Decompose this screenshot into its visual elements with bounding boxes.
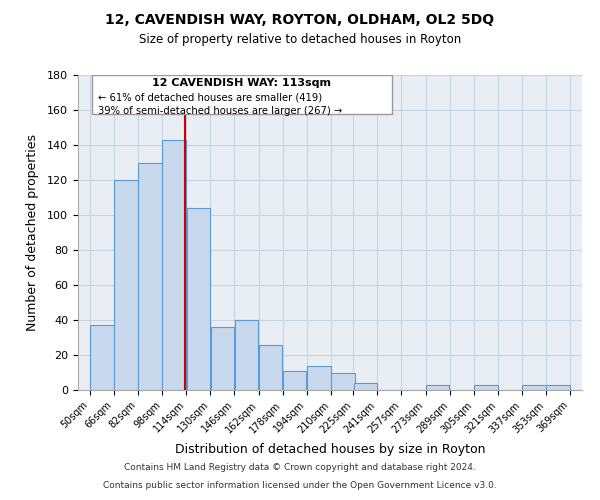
Y-axis label: Number of detached properties: Number of detached properties — [26, 134, 39, 331]
Bar — [163, 140, 186, 390]
Bar — [426, 385, 449, 390]
Text: Contains HM Land Registry data © Crown copyright and database right 2024.: Contains HM Land Registry data © Crown c… — [124, 464, 476, 472]
Bar — [546, 385, 570, 390]
Bar — [283, 371, 307, 390]
Bar — [139, 162, 162, 390]
Text: Size of property relative to detached houses in Royton: Size of property relative to detached ho… — [139, 32, 461, 46]
Bar — [187, 208, 210, 390]
Bar — [259, 344, 283, 390]
X-axis label: Distribution of detached houses by size in Royton: Distribution of detached houses by size … — [175, 443, 485, 456]
Bar — [331, 372, 355, 390]
Bar — [235, 320, 259, 390]
Bar — [115, 180, 138, 390]
Bar — [211, 327, 234, 390]
Text: ← 61% of detached houses are smaller (419): ← 61% of detached houses are smaller (41… — [98, 92, 322, 102]
Bar — [353, 383, 377, 390]
Bar — [90, 325, 114, 390]
Bar — [307, 366, 331, 390]
Text: 39% of semi-detached houses are larger (267) →: 39% of semi-detached houses are larger (… — [98, 106, 342, 117]
Bar — [92, 75, 392, 114]
Text: Contains public sector information licensed under the Open Government Licence v3: Contains public sector information licen… — [103, 481, 497, 490]
Text: 12 CAVENDISH WAY: 113sqm: 12 CAVENDISH WAY: 113sqm — [152, 78, 331, 88]
Bar — [522, 385, 545, 390]
Bar — [474, 385, 497, 390]
Text: 12, CAVENDISH WAY, ROYTON, OLDHAM, OL2 5DQ: 12, CAVENDISH WAY, ROYTON, OLDHAM, OL2 5… — [106, 12, 494, 26]
